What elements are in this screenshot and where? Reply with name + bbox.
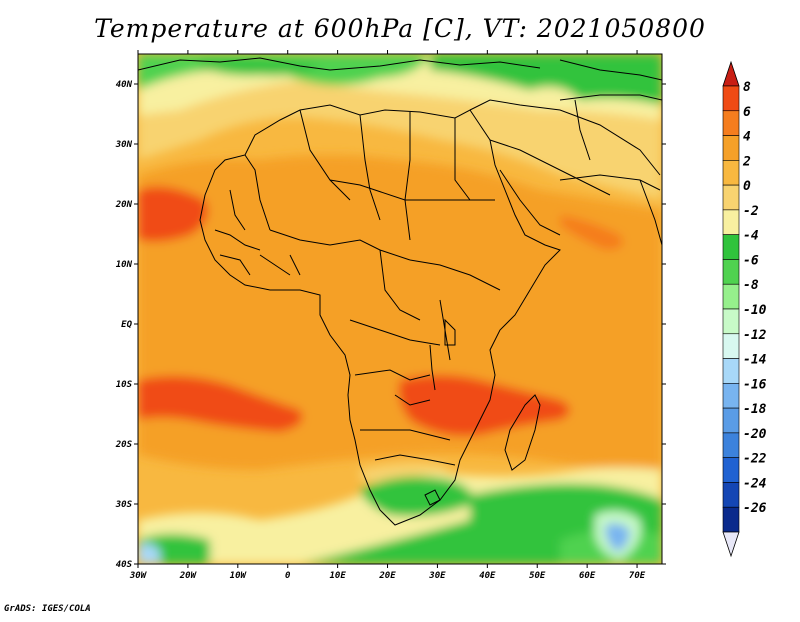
colorbar-swatch [722, 283, 740, 310]
colorbar-label: -14 [743, 353, 767, 368]
colorbar-label: -22 [743, 452, 767, 467]
lon-label: 40E [479, 571, 496, 581]
colorbar-swatch [722, 308, 740, 335]
map-frame [137, 53, 663, 565]
colorbar-label: -24 [743, 476, 767, 491]
colorbar-label: 6 [743, 105, 751, 120]
colorbar-swatch [722, 259, 740, 285]
lat-label: 30S [115, 500, 133, 510]
colorbar-swatch [722, 85, 740, 112]
lon-label: 20E [378, 571, 396, 581]
colorbar-swatch [722, 457, 740, 483]
temperature-field [138, 54, 662, 564]
lat-label: 40N [116, 80, 133, 90]
colorbar-swatch [722, 333, 740, 359]
colorbar-swatch [722, 358, 740, 384]
lat-label: 40S [116, 560, 133, 570]
colorbar-label: 2 [742, 154, 751, 169]
lon-label: 30W [129, 571, 148, 581]
lat-label: EQ [121, 320, 132, 330]
colorbar-label: 4 [743, 130, 751, 145]
colorbar-swatch [722, 383, 740, 409]
lon-label: 0 [285, 571, 291, 581]
colorbar-label: -10 [743, 303, 767, 318]
colorbar-label: -26 [743, 501, 767, 516]
colorbar-label: -4 [743, 229, 759, 244]
colorbar-swatch [722, 209, 740, 235]
colorbar-label: -16 [743, 377, 767, 392]
colorbar-swatch [722, 482, 740, 508]
colorbar-bottom-arrow [722, 531, 740, 558]
lat-label: 10S [116, 380, 133, 390]
lon-label: 20W [179, 571, 198, 581]
colorbar-swatch [722, 432, 740, 458]
colorbar-swatch [722, 135, 740, 161]
lat-label: 20N [115, 200, 133, 210]
lon-label: 10W [230, 571, 248, 581]
colorbar-swatch [722, 407, 740, 434]
lat-label: 30N [115, 140, 133, 150]
colorbar: 8 6 4 2 0 -2 -4 -6 -8 -10 -12 -14 -16 -18 -20 -22 -24 -26 [722, 60, 767, 558]
colorbar-label: -2 [743, 204, 759, 219]
colorbar-label: -12 [743, 328, 767, 343]
colorbar-swatch [722, 506, 740, 533]
colorbar-swatch [722, 110, 740, 136]
lon-label: 30E [428, 571, 446, 581]
lon-label: 60E [579, 571, 596, 581]
colorbar-label: -20 [743, 427, 767, 442]
colorbar-label: 0 [743, 179, 751, 194]
colorbar-swatch [722, 234, 740, 260]
lon-label: 50E [529, 571, 546, 581]
colorbar-swatch [722, 184, 740, 211]
map-title: Temperature at 600hPa [C], VT: 202105080… [94, 14, 706, 43]
lon-label: 10E [329, 571, 346, 581]
latitude-axis: 40N 30N 20N 10N EQ 10S 20S 30S 40S [115, 80, 666, 570]
longitude-axis: 30W 20W 10W 0 10E 20E 30E 40E 50E 60E 70E [129, 50, 646, 581]
lat-label: 10N [116, 260, 133, 270]
lon-label: 70E [629, 571, 646, 581]
colorbar-swatch [722, 160, 740, 186]
credit-label: GrADS: IGES/COLA [4, 604, 91, 614]
lat-label: 20S [115, 440, 133, 450]
colorbar-label: -8 [743, 278, 759, 293]
colorbar-top-arrow [722, 60, 740, 87]
coastline-layer [138, 57, 662, 526]
colorbar-label: 8 [743, 80, 751, 95]
colorbar-label: -6 [743, 253, 759, 268]
colorbar-label: -18 [743, 402, 767, 417]
